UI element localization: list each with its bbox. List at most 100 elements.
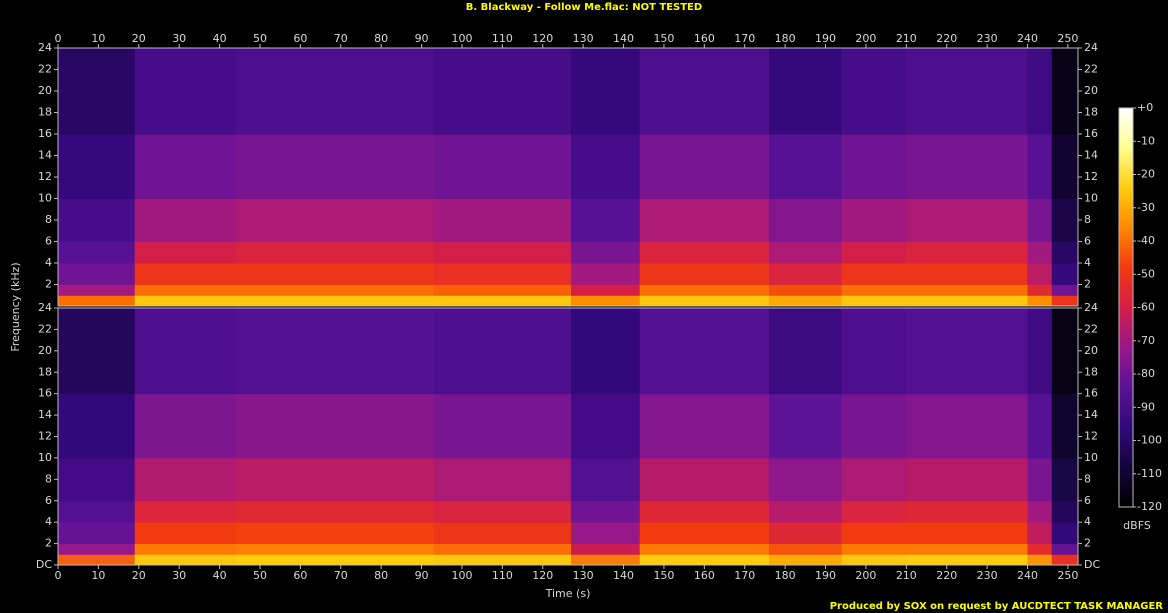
heat-cell [58, 522, 136, 545]
heat-cell [235, 295, 435, 307]
y-tick-label: 16 [1084, 387, 1098, 400]
heat-cell [1027, 48, 1053, 135]
x-tick-label: 150 [653, 32, 674, 45]
y-tick-label: 24 [38, 301, 52, 314]
heat-cell [235, 284, 435, 296]
heat-cell [906, 308, 1029, 395]
heat-cell [639, 308, 770, 395]
y-tick-label: 2 [1084, 537, 1091, 550]
heat-cell [841, 134, 907, 199]
heat-cell [768, 308, 843, 395]
heat-cell [639, 134, 770, 199]
heat-cell [1027, 543, 1053, 555]
heat-cell [1051, 241, 1079, 264]
colorbar-tick-label: -40 [1137, 234, 1155, 247]
heat-cell [906, 263, 1029, 285]
heat-cell [1051, 263, 1079, 285]
heat-cell [639, 457, 770, 502]
colorbar-tick-label: +0 [1137, 101, 1153, 114]
y-tick-label: 20 [1084, 344, 1098, 357]
heat-cell [841, 554, 907, 566]
y-tick-label: 14 [38, 408, 52, 421]
heat-cell [571, 457, 641, 502]
heat-cell [58, 48, 136, 135]
colorbar-tick-label: -80 [1137, 367, 1155, 380]
colorbar [1118, 107, 1134, 508]
heat-cell [571, 308, 641, 395]
heat-cell [768, 198, 843, 242]
heat-cell [433, 263, 572, 285]
heat-cell [841, 543, 907, 555]
heat-cell [571, 48, 641, 135]
y-tick-label: DC [1084, 558, 1100, 571]
heat-cell [58, 198, 136, 242]
heat-cell [906, 48, 1029, 135]
y-tick-label: 10 [38, 192, 52, 205]
heat-cell [134, 284, 237, 296]
x-tick-label: 30 [172, 32, 186, 45]
heat-cell [1027, 554, 1053, 566]
colorbar-tick-label: -100 [1137, 434, 1162, 447]
heat-cell [768, 241, 843, 264]
heat-cell [639, 48, 770, 135]
heat-cell [841, 308, 907, 395]
heat-cell [768, 543, 843, 555]
heat-cell [639, 500, 770, 523]
y-tick-label: 24 [1084, 301, 1098, 314]
heat-cell [58, 393, 136, 459]
y-tick-label: 22 [38, 63, 52, 76]
y-tick-label: 4 [1084, 256, 1091, 269]
heat-cell [571, 543, 641, 555]
heat-cell [235, 543, 435, 555]
heat-cell [639, 554, 770, 566]
heat-cell [906, 284, 1029, 296]
y-tick-label: 12 [1084, 170, 1098, 183]
heat-cell [235, 457, 435, 502]
heat-cell [1051, 522, 1079, 545]
heat-cell [433, 543, 572, 555]
heat-cell [58, 500, 136, 523]
x-tick-label: 140 [613, 569, 634, 582]
y-tick-label: 14 [38, 149, 52, 162]
heat-cell [1027, 522, 1053, 545]
y-tick-label: 8 [45, 472, 52, 485]
x-tick-label: 130 [573, 569, 594, 582]
y-tick-label: 8 [1084, 472, 1091, 485]
y-tick-label: 2 [1084, 278, 1091, 291]
x-tick-label: 20 [132, 32, 146, 45]
x-tick-label: 160 [694, 569, 715, 582]
y-tick-label: 6 [1084, 494, 1091, 507]
heat-cell [1051, 295, 1079, 307]
heat-cell [768, 134, 843, 199]
x-tick-label: 110 [492, 569, 513, 582]
heat-cell [906, 543, 1029, 555]
x-tick-label: 190 [815, 32, 836, 45]
y-tick-label: 16 [38, 127, 52, 140]
y-tick-label: 22 [1084, 322, 1098, 335]
heat-cell [235, 263, 435, 285]
heat-cell [768, 295, 843, 307]
x-tick-label: 50 [253, 32, 267, 45]
x-tick-label: 10 [91, 569, 105, 582]
colorbar-tick-label: -70 [1137, 334, 1155, 347]
y-tick-label: 10 [1084, 451, 1098, 464]
heat-cell [1051, 457, 1079, 502]
heat-cell [841, 263, 907, 285]
y-tick-label: 12 [1084, 430, 1098, 443]
x-tick-label: 60 [293, 569, 307, 582]
heat-cell [906, 295, 1029, 307]
heat-cell [571, 241, 641, 264]
colorbar-tick-label: -20 [1137, 168, 1155, 181]
x-tick-label: 0 [55, 32, 62, 45]
y-tick-label: 2 [45, 278, 52, 291]
y-tick-label: 20 [38, 344, 52, 357]
x-tick-label: 220 [936, 32, 957, 45]
heat-cell [768, 457, 843, 502]
x-tick-label: 40 [213, 569, 227, 582]
heat-cell [841, 393, 907, 459]
heat-cell [768, 393, 843, 459]
x-tick-label: 10 [91, 32, 105, 45]
heat-cell [639, 284, 770, 296]
heat-cell [571, 134, 641, 199]
heat-cell [235, 500, 435, 523]
